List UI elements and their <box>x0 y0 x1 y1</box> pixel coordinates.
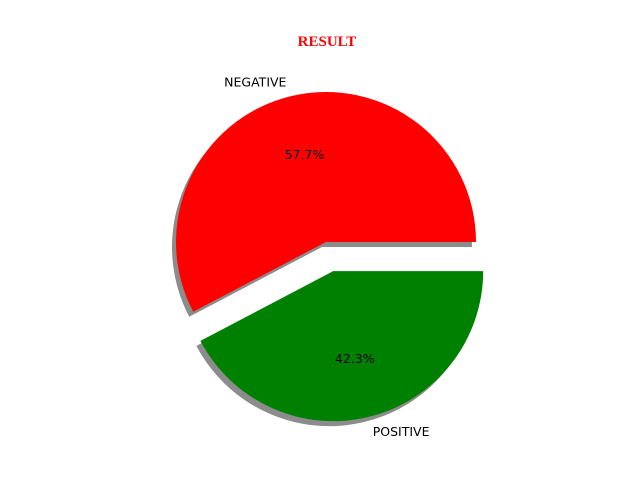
slice-label-positive: POSITIVE <box>373 424 430 439</box>
slice-label-negative: NEGATIVE <box>224 74 286 89</box>
pie-slice-negative <box>176 92 476 312</box>
chart-title: RESULT <box>297 34 357 50</box>
slice-percent-negative: 57.7% <box>285 147 325 162</box>
pie-slice-positive <box>200 271 484 422</box>
slice-percent-positive: 42.3% <box>335 351 375 366</box>
